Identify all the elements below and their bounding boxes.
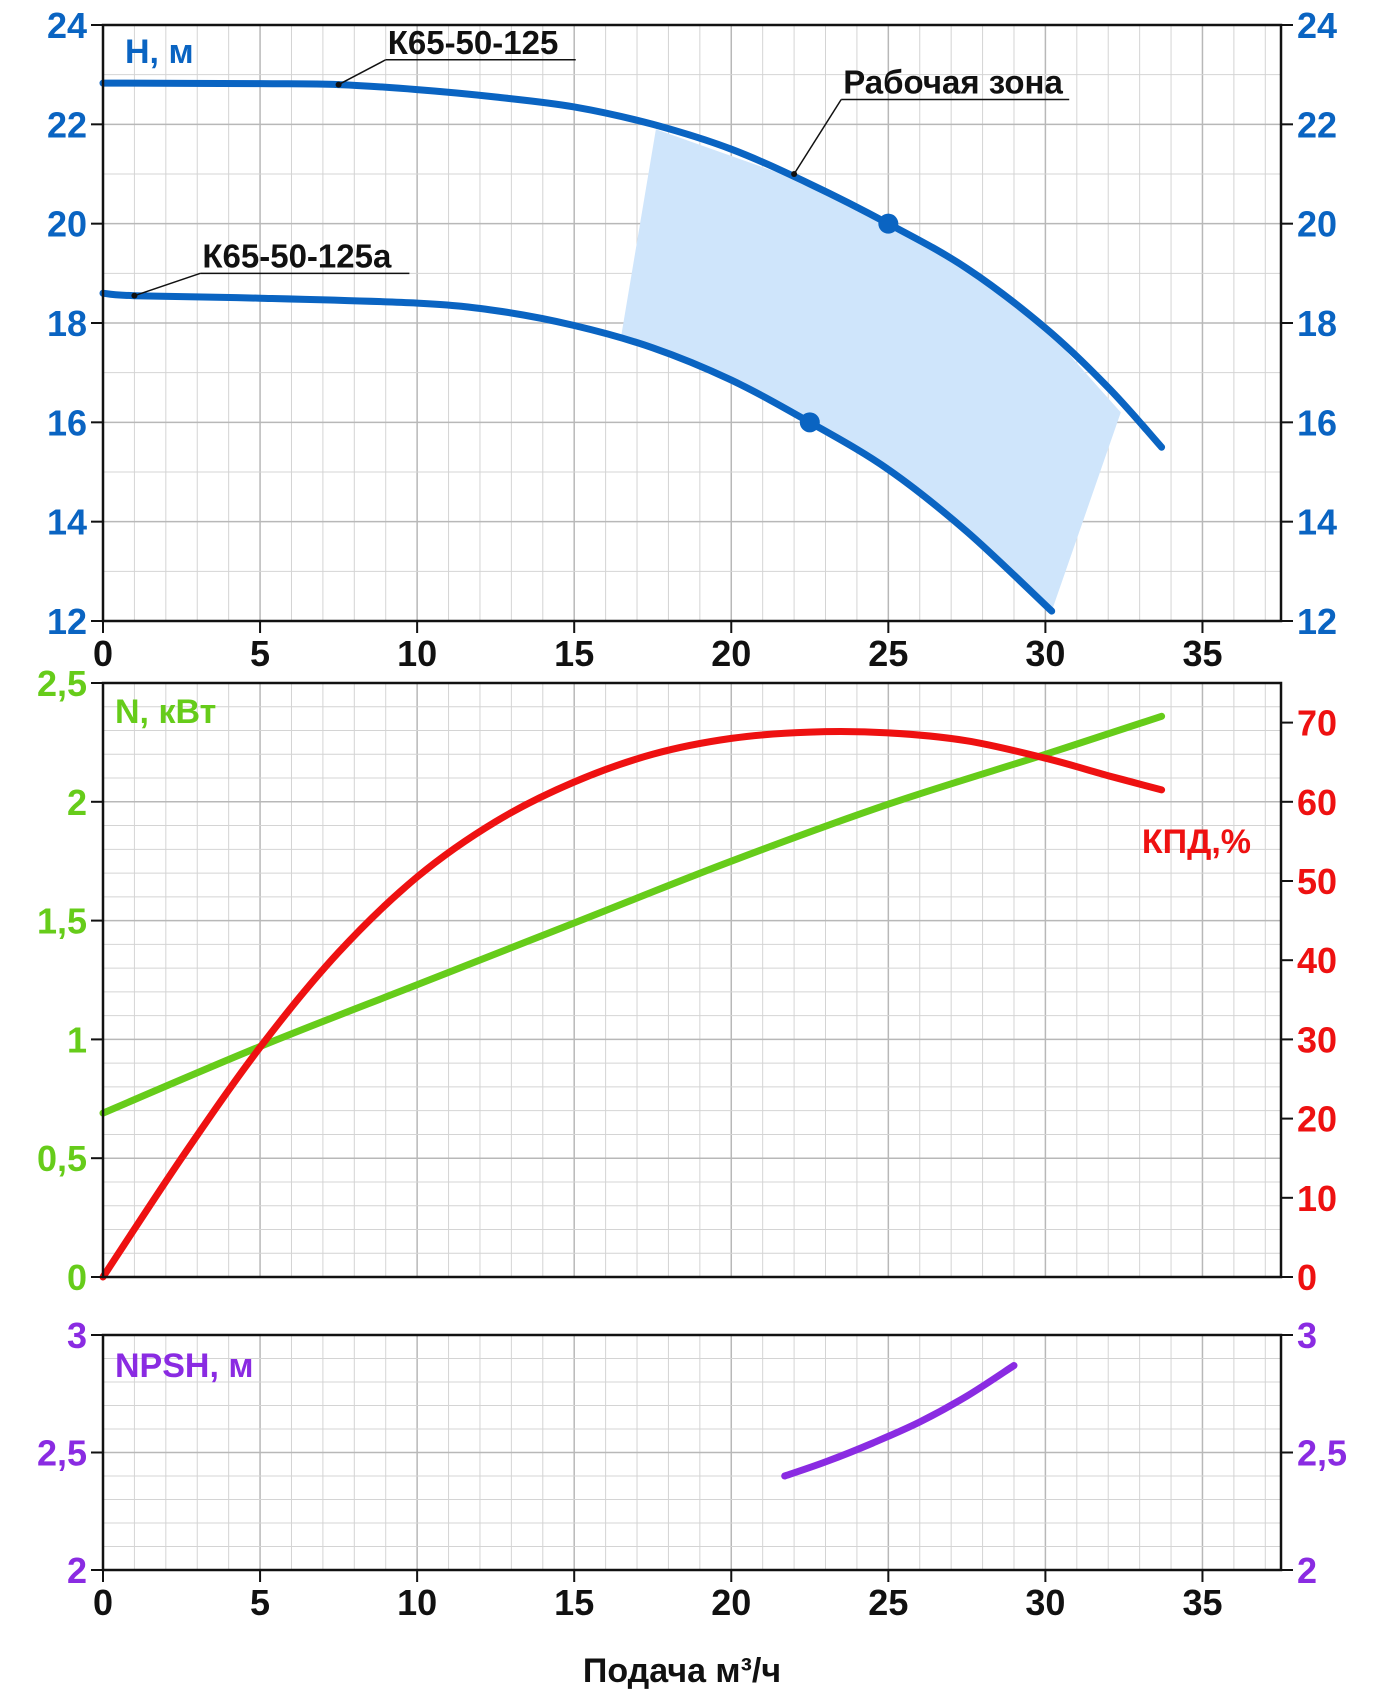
y-tick-label-right: 50	[1297, 861, 1337, 902]
power-ticks: 0 0,5 1 1,5 2 2,5 0 10 20 30 40 50 60 70	[37, 663, 1337, 1298]
y-tick-label: 24	[47, 5, 87, 46]
callout-label: К65-50-125а	[202, 237, 392, 274]
y-tick-label: 20	[47, 204, 87, 245]
head-axis-label: H, м	[125, 33, 194, 71]
y-tick-label: 16	[47, 402, 87, 443]
y-tick-label-right: 12	[1297, 601, 1337, 642]
head-annotations: К65-50-125 Рабочая зона К65-50-125а	[131, 24, 1070, 299]
x-tick-label: 30	[1025, 1582, 1065, 1623]
y-tick-label: 18	[47, 303, 87, 344]
y-tick-label-right: 3	[1297, 1315, 1317, 1356]
callout-leader	[793, 99, 842, 175]
npsh-curve	[781, 1362, 1018, 1480]
head-ticks: 0 5 10 15 20 25 30 35 12 14 16 18 20 22 24 12 14 16 18 20 22…	[47, 5, 1337, 674]
x-tick-label: 20	[711, 633, 751, 674]
y-tick-label: 2	[67, 1550, 87, 1591]
y-tick-label: 2,5	[37, 1433, 87, 1474]
y-tick-label-right: 60	[1297, 782, 1337, 823]
y-tick-label: 12	[47, 601, 87, 642]
y-tick-label-right: 10	[1297, 1178, 1337, 1219]
y-tick-label-right: 0	[1297, 1257, 1317, 1298]
callout-dot	[791, 171, 798, 177]
y-tick-label-right: 18	[1297, 303, 1337, 344]
y-tick-label-right: 14	[1297, 502, 1337, 543]
x-tick-label: 30	[1025, 633, 1065, 674]
working-zone-area	[621, 129, 1121, 612]
y-tick-label-right: 70	[1297, 703, 1337, 744]
y-tick-label-right: 20	[1297, 1099, 1337, 1140]
npsh-grid	[102, 1334, 1281, 1571]
x-tick-label: 20	[711, 1582, 751, 1623]
callout-dot	[131, 292, 138, 299]
callout-leader	[338, 59, 387, 86]
power-axis-label: N, кВт	[115, 693, 216, 731]
power-curve	[99, 712, 1166, 1117]
y-tick-label: 1,5	[37, 901, 87, 942]
power-grid	[102, 682, 1281, 1278]
x-axis-label: Подача м³/ч	[583, 1652, 781, 1690]
operating-point-marker	[799, 412, 820, 433]
y-tick-label: 2	[67, 782, 87, 823]
operating-point-marker	[878, 213, 899, 234]
power-efficiency-panel: 0 0,5 1 1,5 2 2,5 0 10 20 30 40 50 60 70 N, кВт КПД,%	[37, 663, 1337, 1298]
x-tick-label: 35	[1182, 633, 1222, 674]
y-tick-label: 2,5	[37, 663, 87, 704]
efficiency-curve	[99, 728, 1166, 1281]
callout-label: Рабочая зона	[843, 64, 1063, 101]
y-tick-label: 14	[47, 502, 87, 543]
x-tick-label: 25	[868, 1582, 908, 1623]
x-tick-label: 25	[868, 633, 908, 674]
head-curve-k65-50-125a	[99, 289, 1056, 615]
npsh-axis-label: NPSH, м	[115, 1347, 254, 1385]
x-tick-label: 0	[93, 1582, 113, 1623]
y-tick-label: 3	[67, 1315, 87, 1356]
npsh-panel: 0 5 10 15 20 25 30 35 2 2,5 3 2 2,5 3 NPSH, м Подача …	[37, 1315, 1347, 1690]
y-tick-label-right: 2	[1297, 1550, 1317, 1591]
head-markers	[799, 213, 899, 433]
x-tick-label: 0	[93, 633, 113, 674]
y-tick-label: 0,5	[37, 1138, 87, 1179]
callout-leader	[134, 272, 201, 297]
head-panel: 0 5 10 15 20 25 30 35 12 14 16 18 20 22 24 12 14 16 18 20 22…	[47, 5, 1337, 674]
power-frame	[101, 681, 1283, 1279]
y-tick-label-right: 2,5	[1297, 1433, 1347, 1474]
y-tick-label: 1	[67, 1019, 87, 1060]
callout-dot	[335, 81, 342, 88]
callout-label: К65-50-125	[388, 24, 559, 61]
x-tick-label: 15	[554, 633, 594, 674]
x-tick-label: 10	[397, 1582, 437, 1623]
efficiency-axis-label: КПД,%	[1142, 823, 1251, 861]
x-tick-label: 35	[1182, 1582, 1222, 1623]
y-tick-label-right: 20	[1297, 204, 1337, 245]
y-tick-label-right: 30	[1297, 1019, 1337, 1060]
x-tick-label: 15	[554, 1582, 594, 1623]
y-tick-label-right: 24	[1297, 5, 1337, 46]
x-tick-label: 10	[397, 633, 437, 674]
y-tick-label-right: 22	[1297, 104, 1337, 145]
npsh-ticks: 0 5 10 15 20 25 30 35 2 2,5 3 2 2,5 3	[37, 1315, 1347, 1623]
y-tick-label-right: 16	[1297, 402, 1337, 443]
y-tick-label-right: 40	[1297, 940, 1337, 981]
y-tick-label: 0	[67, 1257, 87, 1298]
y-tick-label: 22	[47, 104, 87, 145]
x-tick-label: 5	[250, 1582, 270, 1623]
x-tick-label: 5	[250, 633, 270, 674]
